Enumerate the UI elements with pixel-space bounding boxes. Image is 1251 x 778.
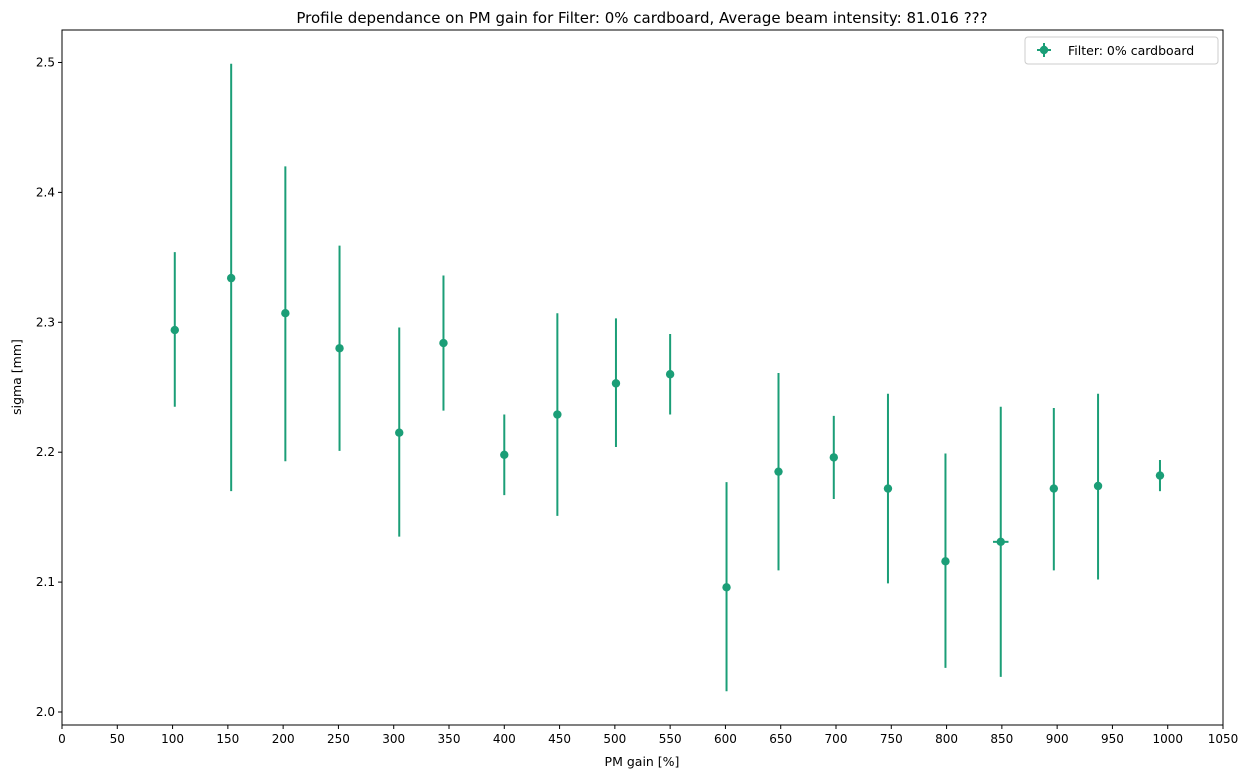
y-tick-label: 2.0 bbox=[36, 705, 55, 719]
data-point bbox=[281, 308, 290, 318]
x-tick-label: 500 bbox=[603, 732, 626, 746]
x-tick-label: 750 bbox=[880, 732, 903, 746]
data-point bbox=[335, 344, 344, 353]
y-tick-label: 2.1 bbox=[36, 575, 55, 589]
data-point bbox=[500, 450, 509, 459]
x-tick-label: 1050 bbox=[1208, 732, 1239, 746]
x-tick-label: 700 bbox=[825, 732, 848, 746]
legend-point bbox=[1039, 45, 1049, 55]
y-tick-label: 2.2 bbox=[36, 445, 55, 459]
data-point bbox=[226, 273, 236, 283]
chart-title: Profile dependance on PM gain for Filter… bbox=[296, 9, 987, 27]
x-tick-label: 100 bbox=[161, 732, 184, 746]
x-tick-label: 850 bbox=[990, 732, 1013, 746]
legend-box bbox=[1024, 36, 1219, 65]
x-tick-label: 300 bbox=[382, 732, 405, 746]
x-axis-label: PM gain [%] bbox=[605, 754, 680, 769]
x-tick-label: 50 bbox=[110, 732, 125, 746]
data-point bbox=[1155, 471, 1165, 480]
data-point bbox=[941, 557, 950, 566]
plot-area: 0 50 100 150 200 250 300 350 400 450 500 550 600 650 7… bbox=[36, 29, 1238, 746]
y-tick-label: 2.3 bbox=[36, 315, 55, 329]
data-point bbox=[774, 467, 783, 476]
x-tick-label: 150 bbox=[216, 732, 239, 746]
data-point bbox=[611, 379, 621, 388]
x-tick-label: 0 bbox=[58, 732, 66, 746]
x-tick-label: 600 bbox=[714, 732, 737, 746]
data-point bbox=[996, 537, 1005, 547]
series-layer bbox=[170, 63, 1165, 692]
data-point bbox=[665, 370, 675, 379]
x-tick-label: 1000 bbox=[1152, 732, 1183, 746]
legend-label: Filter: 0% cardboard bbox=[1068, 43, 1194, 58]
x-axis: 0 50 100 150 200 250 300 350 400 450 500 550 600 650 7… bbox=[58, 725, 1238, 746]
x-tick-label: 950 bbox=[1101, 732, 1124, 746]
x-tick-label: 200 bbox=[272, 732, 295, 746]
data-point bbox=[170, 325, 179, 335]
data-point bbox=[722, 583, 731, 592]
x-tick-label: 900 bbox=[1046, 732, 1069, 746]
x-tick-label: 800 bbox=[935, 732, 958, 746]
x-tick-label: 450 bbox=[548, 732, 571, 746]
y-axis-label: sigma [mm] bbox=[9, 339, 24, 415]
data-point bbox=[1093, 481, 1103, 491]
y-axis: 2.0 2.1 2.2 2.3 2.4 2.5 bbox=[36, 55, 62, 719]
legend-marker bbox=[1037, 43, 1051, 57]
y-tick-label: 2.5 bbox=[36, 55, 55, 69]
y-tick-label: 2.4 bbox=[36, 185, 55, 199]
x-tick-label: 250 bbox=[327, 732, 350, 746]
x-tick-label: 400 bbox=[493, 732, 516, 746]
data-point bbox=[439, 338, 448, 348]
data-point bbox=[395, 428, 404, 437]
x-tick-label: 550 bbox=[659, 732, 682, 746]
data-point bbox=[883, 484, 893, 493]
data-point bbox=[1049, 484, 1059, 493]
legend: Filter: 0% cardboard bbox=[1024, 36, 1219, 65]
data-point bbox=[829, 453, 838, 462]
x-tick-label: 650 bbox=[769, 732, 792, 746]
x-tick-label: 350 bbox=[438, 732, 461, 746]
data-point bbox=[553, 410, 562, 419]
axes-frame bbox=[61, 29, 1224, 726]
